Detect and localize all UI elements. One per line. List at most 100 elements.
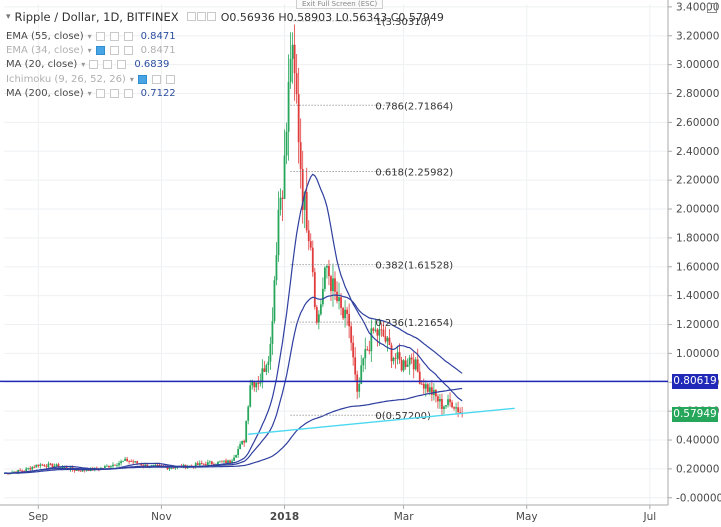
candle-body: [273, 280, 276, 322]
close-icon[interactable]: [206, 12, 216, 21]
dropdown-caret-icon[interactable]: ▾: [81, 60, 86, 70]
candle-body: [219, 461, 221, 463]
candle-body: [416, 359, 419, 372]
candle: [291, 32, 294, 84]
candle-body: [313, 272, 316, 308]
gear-icon[interactable]: [196, 12, 206, 21]
eye-icon[interactable]: [95, 31, 105, 41]
candle: [277, 191, 280, 262]
candle: [406, 358, 409, 367]
candle-body: [208, 461, 211, 463]
indicator-ema-34[interactable]: EMA (34, close) ▾ 0.8471: [6, 43, 444, 57]
candle: [362, 357, 365, 373]
dropdown-caret-icon[interactable]: ▾: [87, 31, 92, 41]
candle-body: [311, 247, 314, 273]
candle: [106, 464, 108, 467]
candle-body: [245, 420, 248, 443]
hidden-eye-icon[interactable]: [137, 74, 147, 84]
collapse-caret-icon[interactable]: ▾: [6, 12, 11, 22]
candle-body: [293, 44, 296, 74]
candle-body: [166, 466, 169, 470]
candle-body: [108, 465, 110, 468]
candle: [307, 220, 310, 251]
candle: [241, 440, 244, 445]
window-toggle-icon[interactable]: [707, 3, 717, 13]
chart-legend: ▾ Ripple / Dollar, 1D, BITFINEX O0.56936…: [6, 10, 444, 101]
indicator-label: EMA (55, close): [6, 30, 84, 42]
candle-body: [259, 382, 262, 384]
eye-icon[interactable]: [95, 89, 105, 99]
candle-body: [453, 407, 455, 409]
eye-icon[interactable]: [186, 12, 196, 21]
gear-icon[interactable]: [109, 31, 119, 41]
candle: [301, 150, 304, 224]
candle: [416, 348, 419, 373]
candle: [328, 259, 330, 286]
gear-icon[interactable]: [103, 60, 113, 70]
close-icon[interactable]: [123, 89, 133, 99]
indicator-ichimoku[interactable]: Ichimoku (9, 26, 52, 26) ▾: [6, 72, 444, 86]
candle-body: [134, 461, 137, 463]
candle-body: [142, 465, 145, 467]
dropdown-caret-icon[interactable]: ▾: [87, 89, 92, 99]
close-icon[interactable]: [117, 60, 127, 70]
candle-body: [356, 374, 359, 392]
candle: [261, 359, 264, 389]
candle: [249, 379, 252, 408]
indicator-ma-200[interactable]: MA (200, close) ▾ 0.7122: [6, 87, 444, 101]
candle-body: [309, 241, 312, 248]
close-icon[interactable]: [165, 74, 175, 84]
candle-body: [412, 359, 415, 370]
candle-body: [212, 463, 215, 465]
x-tick-label: Mar: [394, 511, 414, 523]
symbol-controls: [186, 10, 217, 24]
candle-body: [424, 384, 427, 389]
candle: [330, 274, 332, 302]
candle: [19, 468, 22, 471]
gear-icon[interactable]: [151, 74, 161, 84]
candle: [400, 356, 403, 372]
candle: [273, 276, 276, 324]
candle: [457, 401, 460, 418]
candle-body: [435, 389, 437, 397]
indicator-ema-55[interactable]: EMA (55, close) ▾ 0.8471: [6, 29, 444, 43]
candle: [47, 461, 50, 469]
fib-level-label: 1(3.30310): [375, 17, 431, 28]
gear-icon[interactable]: [109, 46, 119, 56]
close-icon[interactable]: [123, 31, 133, 41]
indicator-ma-20[interactable]: MA (20, close) ▾ 0.6839: [6, 58, 444, 72]
candle-body: [451, 402, 453, 408]
candle: [384, 326, 387, 344]
candle: [269, 336, 272, 370]
indicator-value: 0.7122: [140, 88, 176, 100]
candle-body: [73, 469, 76, 471]
candle-body: [283, 155, 286, 199]
candle-body: [75, 470, 78, 471]
candle-body: [31, 467, 34, 470]
hidden-eye-icon[interactable]: [95, 46, 105, 56]
candle-body: [231, 460, 233, 464]
eye-icon[interactable]: [89, 60, 99, 70]
candle: [295, 54, 298, 104]
candle-body: [79, 470, 82, 472]
candle: [124, 456, 126, 462]
candle-body: [249, 385, 252, 407]
dropdown-caret-icon[interactable]: ▾: [87, 46, 92, 56]
candle-body: [116, 465, 118, 467]
horizontal-line-price-tag[interactable]: 0.80619: [672, 373, 718, 389]
symbol-title[interactable]: Ripple / Dollar, 1D, BITFINEX: [14, 10, 179, 24]
candle: [398, 343, 401, 364]
exit-fullscreen-button[interactable]: Exit Full Screen (ESC): [296, 0, 384, 9]
candle: [352, 335, 355, 366]
candle: [390, 342, 393, 368]
close-icon[interactable]: [123, 46, 133, 56]
candle: [368, 340, 371, 355]
candle-body: [154, 464, 157, 466]
candle-body: [39, 464, 42, 466]
candle: [253, 381, 256, 392]
gear-icon[interactable]: [109, 89, 119, 99]
dropdown-caret-icon[interactable]: ▾: [129, 74, 134, 84]
candle-body: [390, 345, 393, 362]
candle-body: [63, 467, 66, 468]
